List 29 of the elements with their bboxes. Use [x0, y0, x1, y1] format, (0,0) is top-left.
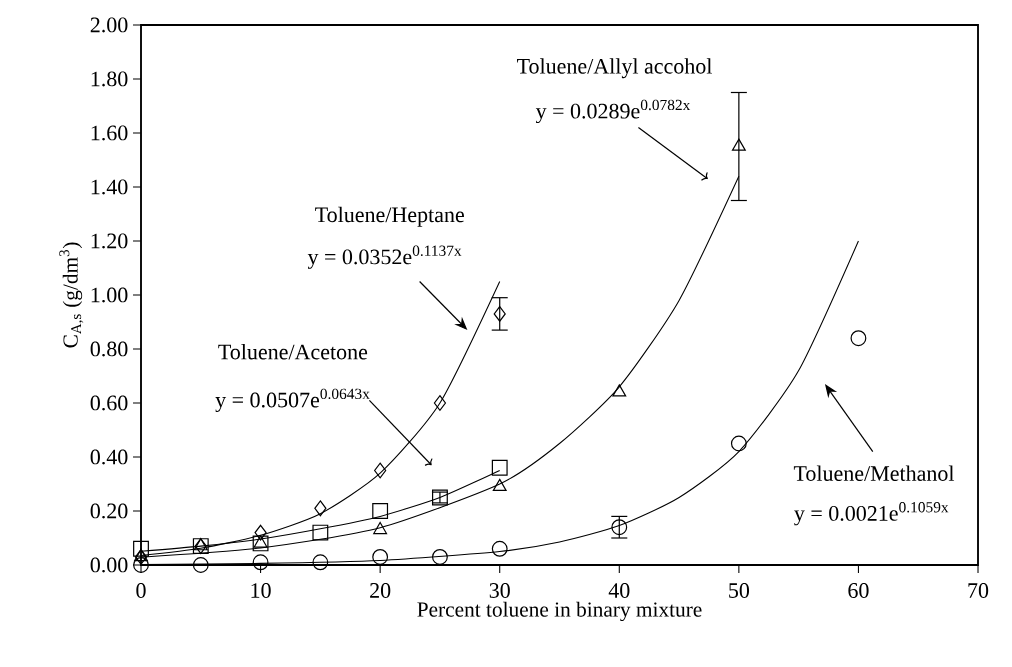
y-tick-label: 0.20 — [90, 503, 128, 519]
annotation: y = 0.0289e$^{0.0782x}$ — [535, 99, 691, 124]
annotation: y = 0.0021e$^{0.1059x}$ — [794, 502, 949, 526]
y-tick-label: 0.00 — [90, 557, 128, 573]
x-tick-label: 30 — [489, 583, 510, 598]
x-tick-label: 60 — [848, 583, 869, 598]
y-tick-label: 1.00 — [91, 287, 128, 303]
annotation: Toluene/Allyl accohol — [517, 58, 712, 79]
y-axis-title: C$_{A,s}$ (g/dm$^{3}$) — [59, 242, 84, 348]
annotation: Toluene/Acetone — [218, 343, 368, 360]
x-tick-label: 20 — [370, 583, 391, 598]
x-axis-title: Percent toluene in binary mixture — [417, 601, 702, 622]
x-tick-label: 40 — [608, 583, 630, 598]
x-tick-label: 70 — [968, 583, 989, 598]
annotation: Toluene/Methanol — [793, 465, 955, 481]
y-tick-label: 1.20 — [91, 233, 128, 249]
y-tick-label: 0.60 — [90, 395, 128, 411]
y-tick-label: 1.80 — [91, 71, 128, 87]
y-tick-label: 1.40 — [91, 179, 128, 195]
annotation: y = 0.0352e$^{0.1137x}$ — [307, 245, 462, 269]
y-tick-label: 2.00 — [90, 17, 128, 33]
x-tick-label: 10 — [251, 583, 271, 598]
x-tick-label: 0 — [136, 583, 146, 598]
annotation: y = 0.0507e$^{0.0643x}$ — [215, 388, 370, 412]
x-tick-label: 50 — [729, 583, 750, 598]
y-tick-label: 0.80 — [90, 341, 128, 357]
annotation: Toluene/Heptane — [315, 206, 464, 227]
y-tick-label: 1.60 — [91, 125, 128, 141]
y-tick-label: 0.40 — [90, 449, 128, 465]
